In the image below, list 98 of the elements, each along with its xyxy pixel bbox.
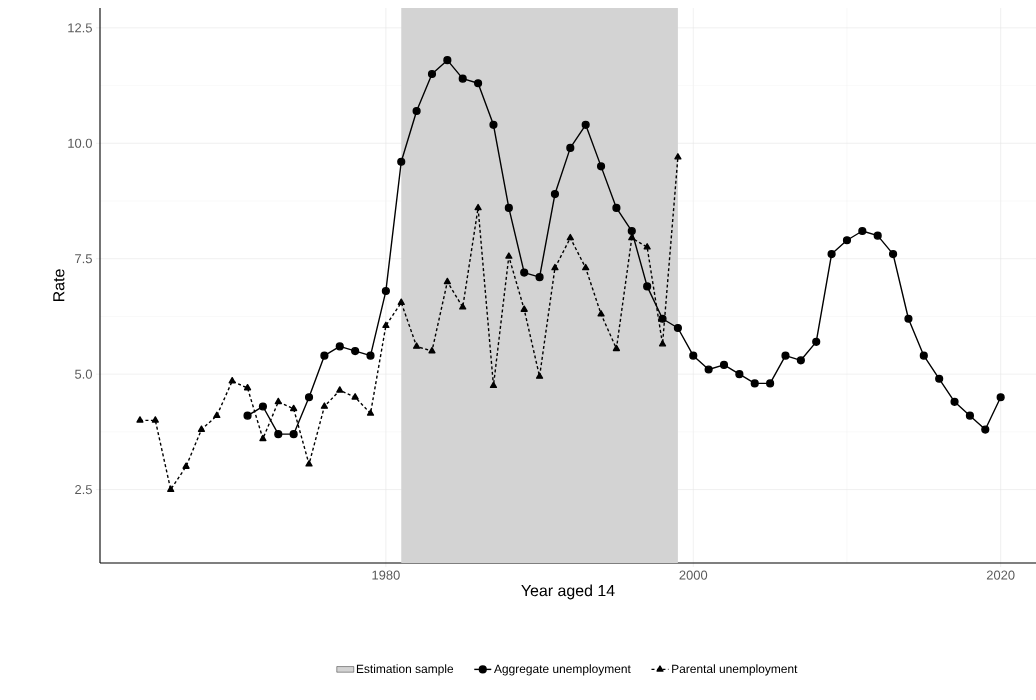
y-axis-title: Rate — [53, 269, 65, 302]
point — [550, 189, 560, 199]
point — [336, 386, 344, 393]
point — [443, 56, 452, 65]
point — [719, 360, 729, 369]
point — [658, 340, 667, 347]
point — [919, 351, 928, 360]
point — [366, 409, 375, 416]
y-tick-label: 12.5 — [68, 23, 92, 33]
point — [351, 393, 359, 400]
point — [597, 310, 605, 317]
point — [981, 425, 990, 434]
point — [735, 370, 744, 379]
point — [965, 411, 975, 420]
point — [781, 351, 790, 360]
point — [858, 226, 867, 236]
point — [612, 203, 621, 213]
point — [274, 430, 283, 439]
point — [520, 305, 528, 312]
point — [935, 374, 944, 383]
point — [643, 282, 652, 291]
legend-label: Aggregate unemployment — [493, 664, 631, 676]
point — [351, 346, 360, 356]
point — [427, 69, 437, 79]
point — [305, 460, 313, 467]
point — [489, 120, 498, 129]
point — [290, 404, 298, 412]
point — [489, 381, 498, 389]
point — [258, 402, 267, 411]
point — [796, 356, 805, 365]
point — [689, 351, 698, 360]
point — [888, 250, 898, 259]
point — [412, 342, 421, 349]
y-tick-label: 5.0 — [75, 369, 92, 379]
legend-label: Estimation sample — [356, 664, 454, 676]
point — [904, 314, 913, 323]
point — [243, 383, 252, 391]
point — [274, 397, 282, 405]
point — [459, 303, 467, 310]
point — [812, 337, 821, 346]
point — [259, 434, 267, 442]
point — [213, 411, 221, 419]
x-tick-label: 2000 — [679, 570, 708, 580]
point — [289, 430, 298, 439]
point — [504, 203, 513, 213]
point — [766, 379, 775, 388]
point — [704, 365, 713, 374]
point — [643, 243, 651, 250]
point — [428, 346, 436, 354]
point — [842, 236, 852, 245]
point — [474, 203, 482, 211]
point — [458, 74, 467, 83]
point — [673, 323, 682, 333]
point — [197, 425, 206, 432]
x-tick-label: 1980 — [372, 570, 400, 580]
legend-label: Parental unemployment — [672, 664, 798, 676]
point — [566, 143, 575, 152]
point — [535, 273, 544, 282]
point — [304, 393, 314, 402]
point — [151, 416, 159, 423]
point — [397, 298, 405, 305]
x-tick-label: 2020 — [986, 570, 1015, 580]
point — [505, 252, 513, 259]
x-axis-title: Year aged 14 — [521, 584, 615, 600]
point — [582, 263, 590, 271]
point — [381, 286, 390, 296]
point — [612, 344, 621, 352]
point — [335, 342, 344, 351]
point — [382, 321, 390, 329]
point — [566, 233, 574, 241]
point — [412, 106, 421, 116]
point — [243, 411, 252, 420]
point — [443, 277, 451, 285]
point — [996, 393, 1005, 402]
point — [366, 351, 375, 360]
point — [581, 120, 590, 129]
point — [474, 79, 483, 88]
point — [397, 157, 406, 166]
point — [551, 263, 559, 271]
point — [520, 268, 529, 277]
y-tick-label: 7.5 — [75, 254, 92, 264]
point — [674, 153, 682, 160]
point — [228, 376, 236, 384]
point — [658, 314, 667, 323]
y-tick-label: 2.5 — [75, 485, 92, 495]
point — [873, 231, 882, 240]
point — [320, 402, 329, 409]
point — [750, 379, 759, 388]
point — [182, 462, 190, 469]
point — [950, 397, 959, 406]
point — [827, 250, 836, 259]
y-tick-label: 10.0 — [68, 138, 92, 148]
point — [596, 162, 606, 171]
point — [320, 351, 329, 360]
point — [167, 485, 175, 492]
point — [535, 372, 544, 379]
point — [627, 226, 636, 236]
point — [136, 416, 144, 423]
